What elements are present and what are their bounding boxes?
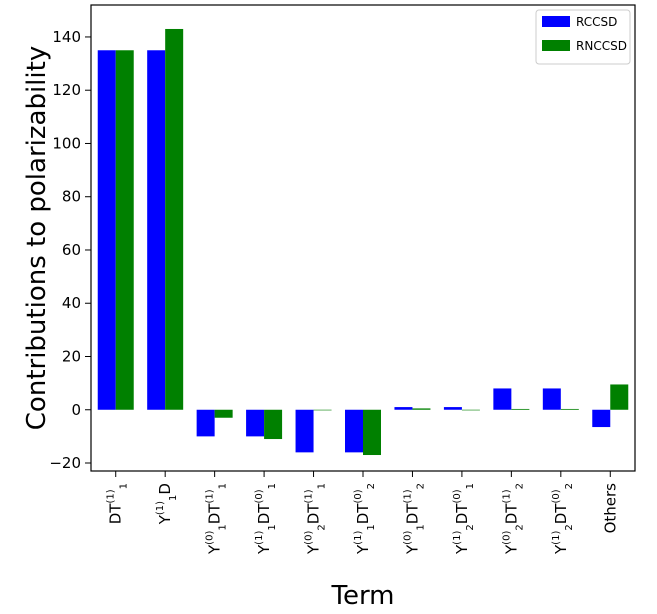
bar-rnccsd-8 — [511, 408, 530, 410]
x-tick-label: DT(1)1​ — [106, 483, 130, 524]
y-axis-title: Contributions to polarizability — [22, 46, 52, 430]
y-tick-label: 0 — [71, 401, 81, 419]
y-tick-label: 120 — [52, 81, 81, 99]
x-tick-label: Y(1)1​DT(0)1​ — [254, 483, 278, 555]
x-tick-label: Y(0)1​DT(1)2​ — [402, 483, 426, 555]
x-tick-label-text: Y(0)2​DT(1)1​ — [304, 483, 328, 555]
legend-label-rccsd: RCCSD — [576, 15, 617, 29]
y-tick-label: 60 — [62, 241, 81, 259]
bar-rccsd-5 — [345, 409, 363, 453]
plot-frame — [90, 4, 636, 472]
bar-rnccsd-9 — [560, 408, 579, 410]
x-tick-label: Others — [601, 483, 619, 534]
x-tick-label: Y(1)1​D — [155, 483, 179, 525]
x-tick-label: Y(1)1​DT(0)2​ — [353, 483, 377, 555]
legend-label-rnccsd: RNCCSD — [576, 39, 627, 53]
y-tick-label: −20 — [49, 454, 81, 472]
x-tick-label-text: Y(1)1​DT(0)2​ — [353, 483, 377, 555]
y-tick-label: 140 — [52, 28, 81, 46]
bar-rccsd-7 — [443, 407, 462, 410]
bars-group — [97, 28, 629, 456]
bar-rnccsd-1 — [165, 28, 184, 410]
bar-rnccsd-6 — [412, 408, 431, 410]
legend-swatch-rnccsd — [542, 40, 570, 51]
bar-rccsd-3 — [246, 409, 265, 437]
bar-rccsd-2 — [196, 409, 215, 437]
bar-rccsd-1 — [147, 50, 166, 410]
y-tick-label: 40 — [62, 294, 81, 312]
x-tick-label: Y(0)1​DT(1)1​ — [205, 483, 229, 555]
x-tick-label-text: Y(0)2​DT(1)2​ — [501, 483, 525, 555]
x-tick-label: Y(0)2​DT(1)1​ — [304, 483, 328, 555]
bar-rnccsd-0 — [115, 50, 134, 410]
bar-rccsd-9 — [542, 388, 561, 410]
bar-rnccsd-3 — [264, 409, 283, 440]
x-tick-label-text: Y(1)1​DT(0)1​ — [254, 483, 278, 555]
y-axis-ticks: −20 0 20 40 60 80 100 120 140 — [49, 28, 91, 472]
x-tick-label-text: Y(1)2​DT(0)1​ — [452, 483, 476, 555]
legend: RCCSD RNCCSD — [535, 9, 631, 65]
bar-rccsd-10 — [592, 409, 611, 428]
x-tick-label-text: Y(0)1​DT(1)1​ — [205, 483, 229, 555]
x-tick-label: Y(1)2​DT(0)2​ — [551, 483, 575, 555]
y-tick-label: 20 — [62, 347, 81, 365]
y-tick-label: 100 — [52, 134, 81, 152]
x-tick-label-text: DT(1)1​ — [106, 483, 130, 524]
x-tick-label-text: Y(1)2​DT(0)2​ — [551, 483, 575, 555]
bar-rnccsd-7 — [461, 409, 480, 411]
bar-rccsd-6 — [394, 407, 413, 410]
x-axis-ticks: DT(1)1​ Y(1)1​D Y(0)1​DT(1)1​ Y(1)1​DT(0)1​… — [106, 471, 619, 555]
y-tick-label: 80 — [62, 188, 81, 206]
x-tick-label-text: Others — [601, 483, 619, 534]
x-tick-label: Y(0)2​DT(1)2​ — [501, 483, 525, 555]
x-tick-label-text: Y(1)1​D — [155, 483, 179, 525]
x-tick-label-text: Y(0)1​DT(1)2​ — [402, 483, 426, 555]
x-tick-label: Y(1)2​DT(0)1​ — [452, 483, 476, 555]
bar-rnccsd-4 — [313, 409, 332, 411]
bar-rccsd-8 — [493, 388, 512, 410]
bar-rccsd-4 — [295, 409, 314, 453]
legend-swatch-rccsd — [542, 16, 570, 27]
x-axis-title: Term — [330, 581, 394, 611]
bar-rnccsd-10 — [610, 384, 629, 410]
bar-rccsd-0 — [97, 50, 116, 410]
bar-rnccsd-5 — [363, 409, 381, 456]
bar-rnccsd-2 — [214, 409, 233, 418]
